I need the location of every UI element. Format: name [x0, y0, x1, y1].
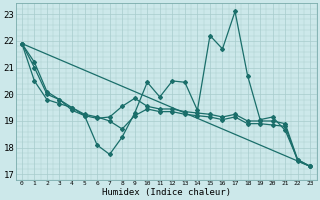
X-axis label: Humidex (Indice chaleur): Humidex (Indice chaleur): [101, 188, 231, 197]
